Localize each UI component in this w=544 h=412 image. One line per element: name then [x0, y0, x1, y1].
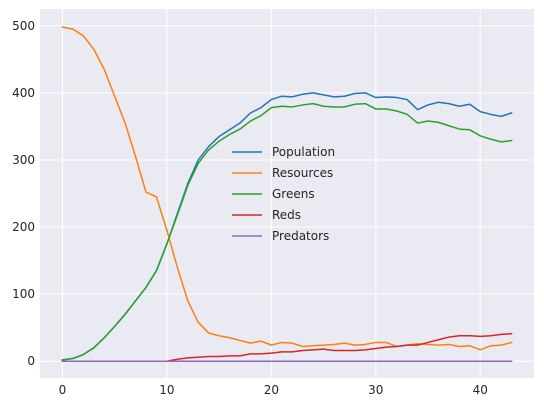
y-tick-label: 200	[12, 220, 35, 234]
x-tick-label: 20	[264, 383, 279, 397]
y-tick-label: 500	[12, 19, 35, 33]
legend-label: Reds	[272, 208, 301, 222]
x-tick-labels: 0 10 20 30 40	[59, 383, 488, 397]
x-tick-label: 30	[368, 383, 383, 397]
legend-item: Greens	[232, 187, 315, 201]
legend-item: Reds	[232, 208, 301, 222]
y-tick-label: 100	[12, 287, 35, 301]
series-line-resources	[61, 26, 513, 351]
legend-item: Population	[232, 145, 335, 159]
y-tick-labels: 0 100 200 300 400 500	[12, 19, 35, 368]
legend-item: Predators	[232, 229, 329, 243]
legend-label: Resources	[272, 166, 333, 180]
x-tick-label: 0	[59, 383, 67, 397]
series-lines	[61, 26, 513, 362]
x-tick-label: 40	[473, 383, 488, 397]
y-tick-label: 0	[27, 354, 35, 368]
series-line-greens	[61, 102, 513, 361]
y-tick-label: 300	[12, 153, 35, 167]
legend-label: Predators	[272, 229, 329, 243]
x-tick-label: 10	[159, 383, 174, 397]
legend-label: Greens	[272, 187, 315, 201]
legend-label: Population	[272, 145, 335, 159]
y-tick-label: 400	[12, 86, 35, 100]
legend: Population Resources Greens Reds Predators	[232, 145, 335, 243]
grid-lines	[40, 9, 534, 378]
legend-item: Resources	[232, 166, 333, 180]
